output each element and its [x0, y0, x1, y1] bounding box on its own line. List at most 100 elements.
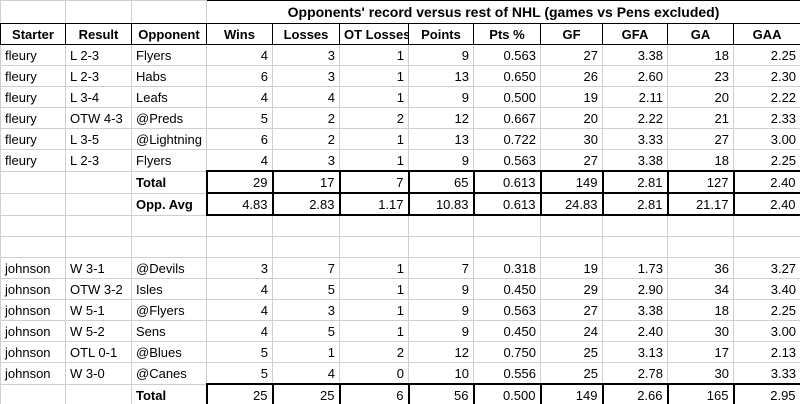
cell-ga[interactable]: 27	[667, 128, 734, 150]
cell-gfa[interactable]: 1.73	[602, 257, 668, 279]
cell-losses[interactable]: 2	[272, 128, 340, 150]
cell-starter[interactable]: johnson	[0, 278, 66, 300]
cell-pts-pct[interactable]: 0.563	[473, 299, 541, 321]
cell-pts-pct[interactable]: 0.750	[473, 341, 541, 363]
cell-opponent[interactable]: Habs	[131, 65, 207, 87]
cell-gaa[interactable]: 2.25	[732, 299, 800, 321]
cell-gaa[interactable]: 2.13	[732, 341, 800, 363]
cell-wins[interactable]: 3	[206, 257, 273, 279]
total-cell-losses[interactable]: 17	[271, 170, 341, 194]
column-header-ga[interactable]: GA	[667, 23, 734, 45]
cell-points[interactable]: 13	[408, 65, 474, 87]
cell-starter[interactable]: fleury	[0, 107, 66, 129]
cell-points[interactable]: 12	[408, 107, 474, 129]
cell-pts-pct[interactable]: 0.563	[473, 44, 541, 66]
cell-starter[interactable]: fleury	[0, 149, 66, 172]
cell-pts-pct[interactable]: 0.318	[473, 257, 541, 279]
cell-gf[interactable]: 25	[540, 362, 603, 385]
total-cell-wins[interactable]: 29	[205, 170, 274, 194]
cell-gf[interactable]: 19	[540, 86, 603, 108]
empty-cell[interactable]	[65, 170, 132, 194]
column-header-gf[interactable]: GF	[540, 23, 603, 45]
empty-cell[interactable]	[408, 236, 474, 258]
empty-cell[interactable]	[0, 236, 66, 258]
cell-starter[interactable]: johnson	[0, 320, 66, 342]
cell-opponent[interactable]: @Flyers	[131, 299, 207, 321]
total-cell-gf[interactable]: 149	[539, 383, 604, 404]
empty-cell[interactable]	[272, 236, 340, 258]
cell-losses[interactable]: 5	[272, 278, 340, 300]
cell-ga[interactable]: 18	[667, 44, 734, 66]
cell-points[interactable]: 9	[408, 299, 474, 321]
cell-losses[interactable]: 2	[272, 107, 340, 129]
merged-title-cell[interactable]: Opponents' record versus rest of NHL (ga…	[205, 0, 800, 24]
cell-pts-pct[interactable]: 0.450	[473, 320, 541, 342]
cell-ot-losses[interactable]: 1	[339, 44, 409, 66]
cell-pts-pct[interactable]: 0.563	[473, 149, 541, 172]
cell-wins[interactable]: 4	[206, 278, 273, 300]
cell-ga[interactable]: 21	[667, 107, 734, 129]
cell-gf[interactable]: 25	[540, 341, 603, 363]
column-header-starter[interactable]: Starter	[0, 23, 66, 45]
cell-points[interactable]: 9	[408, 278, 474, 300]
cell-points[interactable]: 13	[408, 128, 474, 150]
cell-losses[interactable]: 7	[272, 257, 340, 279]
cell-gfa[interactable]: 2.78	[602, 362, 668, 385]
cell-ga[interactable]: 18	[667, 149, 734, 172]
cell-result[interactable]: OTW 3-2	[65, 278, 132, 300]
total-cell-gf[interactable]: 149	[539, 170, 604, 194]
cell-opponent[interactable]: Isles	[131, 278, 207, 300]
column-header-points[interactable]: Points	[408, 23, 474, 45]
cell-result[interactable]: W 5-1	[65, 299, 132, 321]
cell-opponent[interactable]: @Devils	[131, 257, 207, 279]
opp-avg-label-cell[interactable]: Opp. Avg	[131, 192, 207, 216]
cell-gf[interactable]: 19	[540, 257, 603, 279]
total-label-cell[interactable]: Total	[131, 170, 207, 194]
cell-gfa[interactable]: 3.33	[602, 128, 668, 150]
opp-avg-cell-losses[interactable]: 2.83	[271, 192, 341, 216]
cell-gf[interactable]: 30	[540, 128, 603, 150]
cell-losses[interactable]: 3	[272, 299, 340, 321]
empty-cell[interactable]	[339, 214, 409, 237]
total-cell-losses[interactable]: 25	[271, 383, 341, 404]
cell-wins[interactable]: 4	[206, 149, 273, 172]
cell-result[interactable]: L 2-3	[65, 65, 132, 87]
empty-cell[interactable]	[473, 214, 541, 237]
total-cell-wins[interactable]: 25	[205, 383, 274, 404]
cell-points[interactable]: 9	[408, 86, 474, 108]
total-cell-pts-pct[interactable]: 0.500	[472, 383, 542, 404]
total-cell-gfa[interactable]: 2.81	[601, 170, 669, 194]
cell-gfa[interactable]: 2.22	[602, 107, 668, 129]
cell-gaa[interactable]: 3.00	[732, 128, 800, 150]
cell-losses[interactable]: 3	[272, 44, 340, 66]
cell-ot-losses[interactable]: 1	[339, 128, 409, 150]
cell-ga[interactable]: 30	[667, 320, 734, 342]
cell-wins[interactable]: 4	[206, 320, 273, 342]
cell-wins[interactable]: 5	[206, 341, 273, 363]
empty-cell[interactable]	[0, 0, 66, 24]
empty-cell[interactable]	[540, 214, 603, 237]
cell-pts-pct[interactable]: 0.650	[473, 65, 541, 87]
cell-points[interactable]: 9	[408, 44, 474, 66]
cell-opponent[interactable]: Sens	[131, 320, 207, 342]
cell-result[interactable]: L 3-4	[65, 86, 132, 108]
cell-ga[interactable]: 36	[667, 257, 734, 279]
empty-cell[interactable]	[473, 236, 541, 258]
empty-cell[interactable]	[339, 236, 409, 258]
column-header-gfa[interactable]: GFA	[602, 23, 668, 45]
cell-starter[interactable]: johnson	[0, 341, 66, 363]
empty-cell[interactable]	[206, 214, 273, 237]
cell-ot-losses[interactable]: 2	[339, 341, 409, 363]
total-cell-ot-losses[interactable]: 7	[338, 170, 410, 194]
opp-avg-cell-wins[interactable]: 4.83	[205, 192, 274, 216]
total-cell-ga[interactable]: 165	[666, 383, 735, 404]
opp-avg-cell-gf[interactable]: 24.83	[539, 192, 604, 216]
cell-gfa[interactable]: 2.11	[602, 86, 668, 108]
empty-cell[interactable]	[0, 383, 66, 404]
empty-cell[interactable]	[65, 192, 132, 216]
cell-ot-losses[interactable]: 1	[339, 320, 409, 342]
cell-ga[interactable]: 17	[667, 341, 734, 363]
cell-starter[interactable]: johnson	[0, 362, 66, 385]
cell-pts-pct[interactable]: 0.667	[473, 107, 541, 129]
cell-wins[interactable]: 4	[206, 299, 273, 321]
